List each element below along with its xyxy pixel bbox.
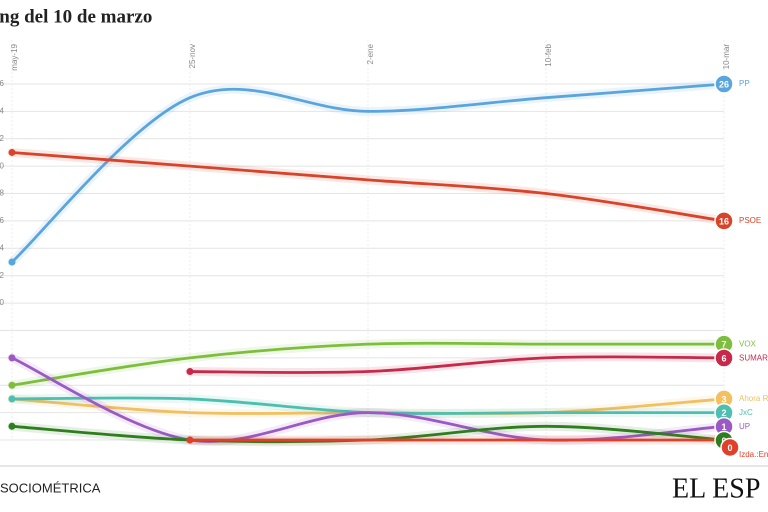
end-badge xyxy=(714,211,734,231)
legend-label: Ahora Re xyxy=(739,394,768,403)
end-value: 6 xyxy=(721,353,726,363)
legend-label: UP xyxy=(739,422,750,431)
end-value: 1 xyxy=(721,422,726,432)
end-value: 2 xyxy=(721,408,726,418)
y-tick-label: 24 xyxy=(0,106,4,115)
end-value: 26 xyxy=(719,79,729,89)
end-badge xyxy=(720,437,740,458)
legend-label: PSOE xyxy=(739,216,761,225)
y-tick-label: 18 xyxy=(0,189,4,198)
x-tick-label: 2-ene xyxy=(366,43,375,64)
x-tick-label: 25-nov xyxy=(188,44,197,68)
start-dot xyxy=(8,148,16,156)
series-line xyxy=(11,356,725,443)
y-tick-label: 14 xyxy=(0,243,4,252)
start-dot xyxy=(186,368,194,376)
end-badge xyxy=(714,348,734,368)
start-dot xyxy=(8,354,16,362)
line-halo xyxy=(7,147,729,226)
y-tick-label: 16 xyxy=(0,216,4,225)
x-tick-label: 10-mar xyxy=(722,44,731,70)
y-tick-label: 10 xyxy=(0,298,4,307)
end-value: 0 xyxy=(727,443,732,453)
legend-label: Izda.:En xyxy=(739,450,768,459)
y-tick-label: 22 xyxy=(0,134,4,143)
series-line xyxy=(11,341,724,387)
chart-title: ing del 10 de marzo xyxy=(0,6,152,27)
logo: EL ESP xyxy=(672,473,760,504)
start-dot xyxy=(8,395,16,403)
legend-label: VOX xyxy=(739,339,757,348)
y-tick-label: 20 xyxy=(0,161,4,170)
series-line xyxy=(11,82,725,264)
series-line xyxy=(189,355,725,374)
y-tick-label: 12 xyxy=(0,271,4,280)
end-value: 16 xyxy=(719,216,729,226)
start-dot xyxy=(8,258,16,266)
end-badge xyxy=(714,74,734,94)
series-line xyxy=(11,151,725,223)
source: SOCIOMÉTRICA xyxy=(0,480,101,495)
end-value: 7 xyxy=(721,340,726,350)
start-dot xyxy=(8,422,16,430)
start-dot xyxy=(186,436,194,444)
y-tick-label: 26 xyxy=(0,79,4,88)
start-dot xyxy=(8,381,16,389)
end-value: 3 xyxy=(721,394,726,404)
legend-label: SUMAR xyxy=(739,353,768,362)
x-tick-label: 10-feb xyxy=(544,43,553,66)
x-tick-label: may-19 xyxy=(10,43,19,70)
legend-label: JxC xyxy=(739,408,753,417)
legend-label: PP xyxy=(739,79,750,88)
